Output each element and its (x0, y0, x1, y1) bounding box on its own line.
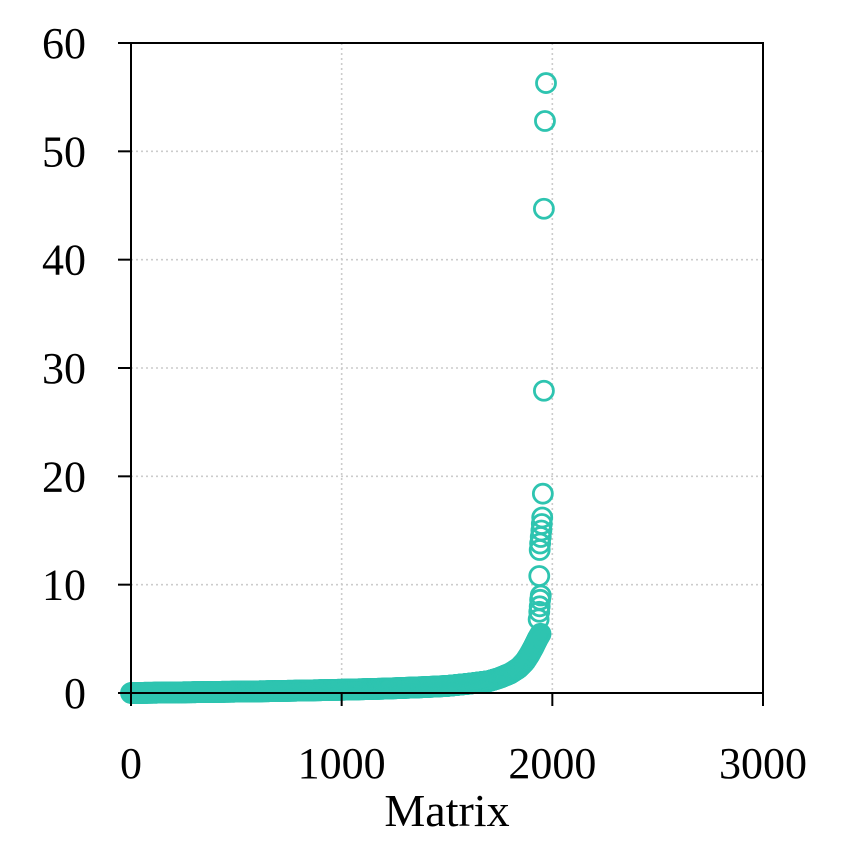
outlier-point (534, 110, 556, 132)
grid-lines (131, 43, 763, 693)
outlier-point (531, 506, 554, 529)
outlier-point (535, 72, 557, 94)
x-tick-label: 1000 (298, 739, 386, 788)
outlier-point (530, 513, 553, 535)
outlier-point (528, 565, 551, 587)
y-axis-ticks: 0 10 20 30 40 50 60 (42, 19, 131, 718)
x-tick-label: 3000 (719, 739, 807, 788)
y-tick-label: 30 (42, 344, 86, 393)
x-axis-ticks: 0 1000 2000 3000 (120, 693, 807, 788)
y-tick-label: 50 (42, 127, 86, 176)
outlier-point (531, 482, 554, 505)
x-tick-label: 0 (120, 739, 142, 788)
outlier-point (528, 595, 551, 618)
x-tick-label: 2000 (508, 739, 596, 788)
data-point (529, 622, 552, 645)
y-tick-label: 40 (42, 236, 86, 285)
y-tick-label: 10 (42, 561, 86, 610)
y-tick-label: 0 (64, 669, 86, 718)
outlier-point (530, 519, 553, 542)
y-tick-label: 20 (42, 452, 86, 501)
x-axis-title: Matrix (384, 785, 509, 836)
data-points (120, 72, 557, 704)
outlier-point (533, 379, 555, 402)
y-tick-label: 60 (42, 19, 86, 68)
outlier-point (533, 197, 555, 220)
